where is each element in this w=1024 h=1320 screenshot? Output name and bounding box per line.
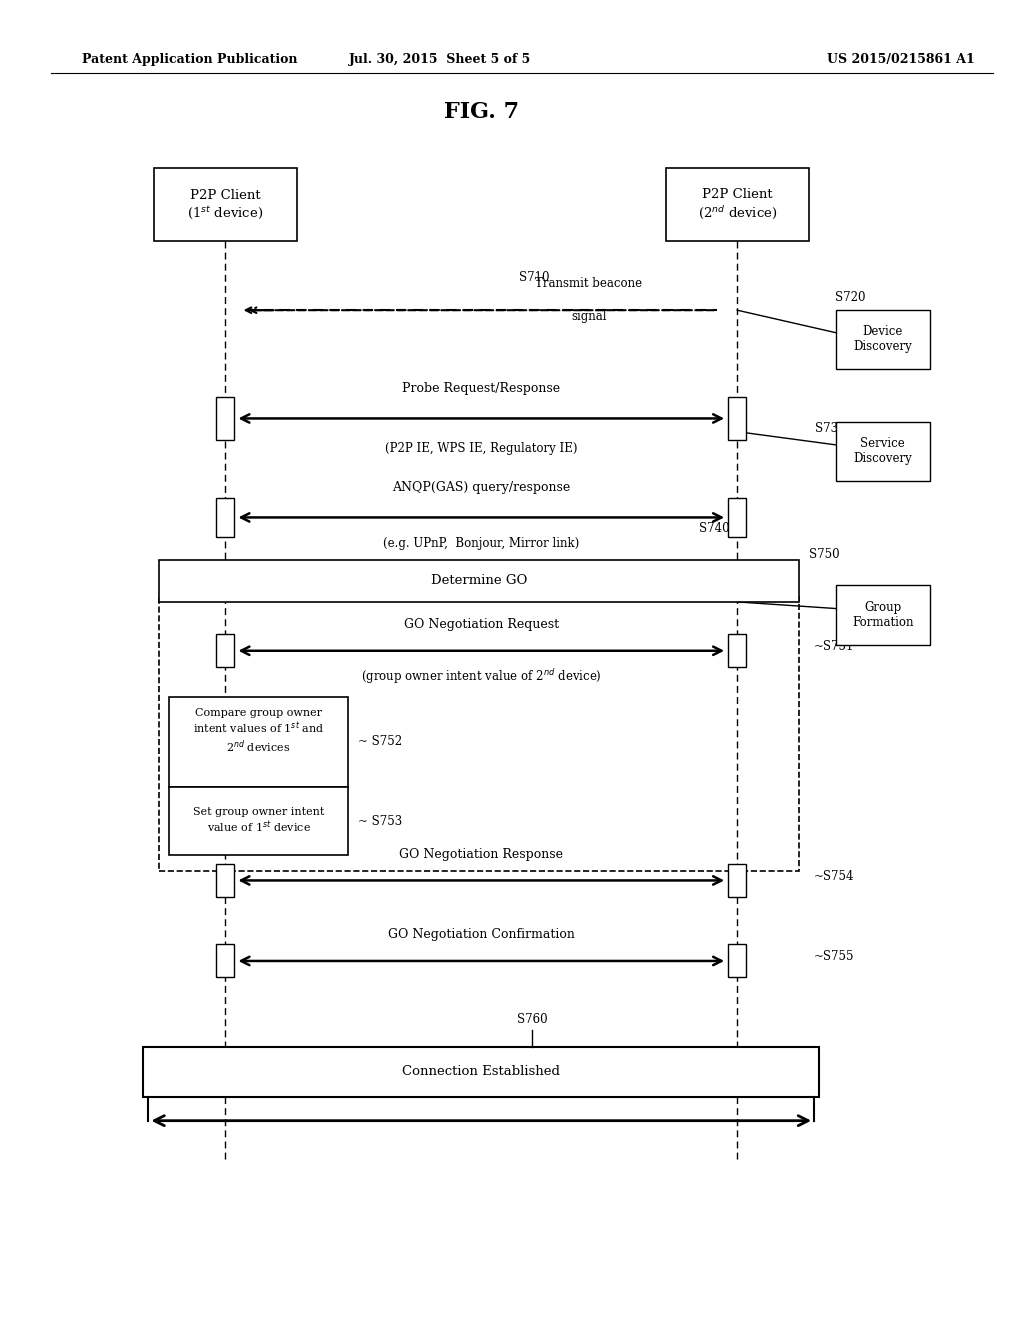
Text: FIG. 7: FIG. 7: [443, 102, 519, 123]
Text: GO Negotiation Response: GO Negotiation Response: [399, 847, 563, 861]
Text: Patent Application Publication: Patent Application Publication: [82, 53, 297, 66]
Text: GO Negotiation Request: GO Negotiation Request: [403, 618, 559, 631]
Text: Connection Established: Connection Established: [402, 1065, 560, 1078]
Text: Device
Discovery: Device Discovery: [853, 325, 912, 354]
FancyBboxPatch shape: [836, 585, 930, 644]
Text: Determine GO: Determine GO: [430, 574, 527, 587]
Text: P2P Client
(2$^{nd}$ device): P2P Client (2$^{nd}$ device): [697, 189, 777, 220]
Text: ~ S753: ~ S753: [358, 814, 402, 828]
FancyBboxPatch shape: [728, 863, 746, 898]
FancyBboxPatch shape: [154, 168, 297, 242]
FancyBboxPatch shape: [728, 397, 746, 440]
Text: S720: S720: [835, 290, 865, 304]
Text: S730: S730: [815, 422, 846, 436]
Text: Probe Request/Response: Probe Request/Response: [402, 381, 560, 395]
FancyBboxPatch shape: [728, 635, 746, 668]
Text: Compare group owner
intent values of 1$^{st}$ and
2$^{nd}$ devices: Compare group owner intent values of 1$^…: [193, 708, 325, 755]
FancyBboxPatch shape: [216, 397, 234, 440]
Text: S750: S750: [809, 548, 840, 561]
FancyBboxPatch shape: [159, 560, 799, 602]
Text: (group owner intent value of 2$^{nd}$ device): (group owner intent value of 2$^{nd}$ de…: [360, 667, 602, 685]
Text: (e.g. UPnP,  Bonjour, Mirror link): (e.g. UPnP, Bonjour, Mirror link): [383, 537, 580, 550]
Text: S760: S760: [517, 1012, 548, 1026]
FancyBboxPatch shape: [169, 697, 348, 787]
Text: Jul. 30, 2015  Sheet 5 of 5: Jul. 30, 2015 Sheet 5 of 5: [349, 53, 531, 66]
Text: signal: signal: [571, 310, 606, 323]
Text: ANQP(GAS) query/response: ANQP(GAS) query/response: [392, 480, 570, 494]
Text: GO Negotiation Confirmation: GO Negotiation Confirmation: [388, 928, 574, 941]
Text: (P2P IE, WPS IE, Regulatory IE): (P2P IE, WPS IE, Regulatory IE): [385, 442, 578, 455]
FancyBboxPatch shape: [666, 168, 809, 242]
FancyBboxPatch shape: [728, 945, 746, 977]
FancyBboxPatch shape: [216, 863, 234, 898]
Text: ~ S752: ~ S752: [358, 735, 402, 748]
FancyBboxPatch shape: [216, 635, 234, 668]
Text: US 2015/0215861 A1: US 2015/0215861 A1: [827, 53, 975, 66]
FancyBboxPatch shape: [216, 498, 234, 537]
Text: Service
Discovery: Service Discovery: [853, 437, 912, 466]
Text: Transmit beacone: Transmit beacone: [536, 277, 642, 290]
Text: ~S751: ~S751: [814, 640, 854, 653]
FancyBboxPatch shape: [836, 421, 930, 480]
FancyBboxPatch shape: [143, 1047, 819, 1097]
Text: ~S755: ~S755: [814, 950, 855, 964]
Text: Group
Formation: Group Formation: [852, 601, 913, 630]
Text: Set group owner intent
value of 1$^{st}$ device: Set group owner intent value of 1$^{st}$…: [193, 807, 325, 836]
Text: S710: S710: [519, 271, 550, 284]
FancyBboxPatch shape: [836, 309, 930, 368]
FancyBboxPatch shape: [728, 498, 746, 537]
Text: ~S754: ~S754: [814, 870, 855, 883]
FancyBboxPatch shape: [216, 945, 234, 977]
FancyBboxPatch shape: [169, 787, 348, 855]
Text: P2P Client
(1$^{st}$ device): P2P Client (1$^{st}$ device): [187, 189, 263, 220]
Text: S740: S740: [699, 521, 730, 535]
